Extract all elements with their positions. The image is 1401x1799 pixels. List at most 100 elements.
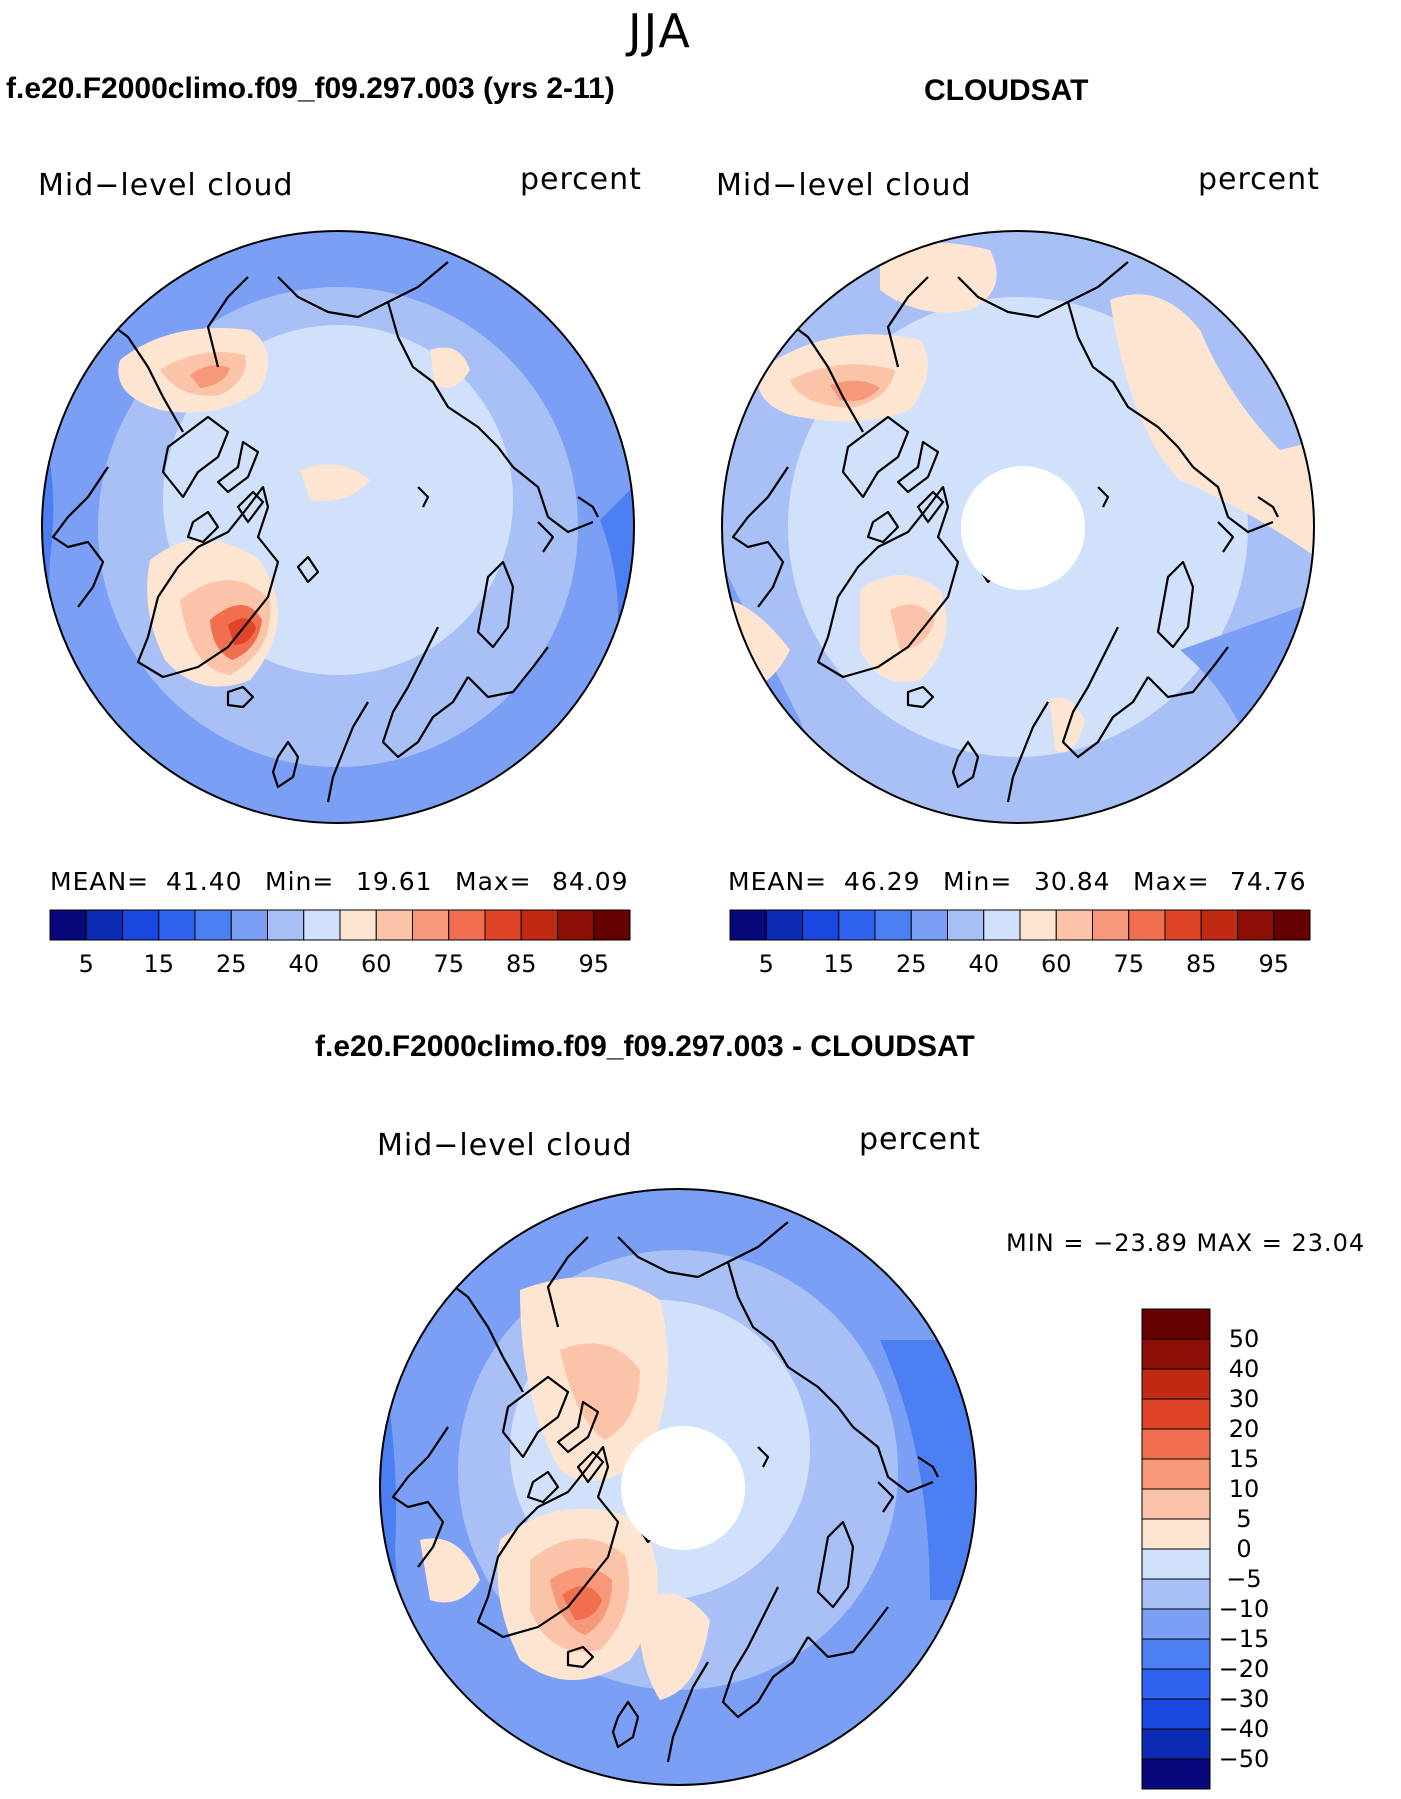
diff-colorbar-swatch [1141, 1638, 1211, 1670]
diff-units-label: percent [859, 1122, 981, 1157]
model-colorbar-tick: 15 [143, 950, 174, 978]
obs-colorbar-swatch [1164, 909, 1202, 941]
diff-colorbar-swatch [1141, 1668, 1211, 1700]
model-min-value: 19.61 [356, 867, 433, 896]
model-colorbar-tick: 40 [288, 950, 319, 978]
model-max-label: Max= [455, 867, 532, 896]
model-colorbar-swatch [158, 909, 196, 941]
obs-colorbar-tick: 60 [1041, 950, 1072, 978]
diff-colorbar-tick: 50 [1229, 1325, 1260, 1353]
diff-colorbar-swatch [1141, 1368, 1211, 1400]
obs-colorbar-swatch [947, 909, 985, 941]
model-colorbar-tick: 60 [361, 950, 392, 978]
diff-field-north-core [560, 1343, 640, 1440]
obs-colorbar-swatch [1055, 909, 1093, 941]
model-colorbar-swatch [484, 909, 522, 941]
obs-colorbar-tick: 25 [896, 950, 927, 978]
model-panel-heading: f.e20.F2000climo.f09_f09.297.003 (yrs 2-… [6, 72, 615, 105]
obs-colorbar-swatch [983, 909, 1021, 941]
model-min-label: Min= [265, 867, 335, 896]
model-colorbar-swatch [412, 909, 450, 941]
diff-field-east-edge [880, 1340, 976, 1600]
obs-colorbar: 5 15 25 40 60 75 85 95 [729, 909, 1311, 978]
diff-colorbar-tick: 15 [1229, 1445, 1260, 1473]
diff-colorbar-swatch [1141, 1308, 1211, 1340]
diff-field-greenland-max [562, 1586, 602, 1620]
obs-min-label: Min= [943, 867, 1013, 896]
model-variable-label: Mid−level cloud [38, 168, 294, 203]
diff-colorbar-swatch [1141, 1398, 1211, 1430]
obs-colorbar-swatch [838, 909, 876, 941]
obs-map-border [721, 230, 1315, 824]
obs-colorbar-swatch [1128, 909, 1166, 941]
diff-polar-gap [621, 1426, 745, 1550]
diff-colorbar-tick: −5 [1226, 1565, 1261, 1593]
obs-colorbar-swatch [729, 909, 767, 941]
obs-colorbar-tick: 75 [1113, 950, 1144, 978]
diff-field-atlantic-high [639, 1593, 710, 1700]
diff-variable-label: Mid−level cloud [377, 1128, 633, 1163]
model-field-blob-center [300, 464, 370, 501]
diff-colorbar-tick: 20 [1229, 1415, 1260, 1443]
model-colorbar-tick: 25 [216, 950, 247, 978]
diff-colorbar-swatch [1141, 1338, 1211, 1370]
obs-colorbar-swatch [802, 909, 840, 941]
obs-max-label: Max= [1133, 867, 1210, 896]
obs-colorbar-tick: 95 [1258, 950, 1289, 978]
obs-variable-label: Mid−level cloud [716, 168, 972, 203]
obs-colorbar-swatch [1200, 909, 1238, 941]
model-field-siberia-max [190, 365, 230, 388]
model-mean-label: MEAN= [50, 867, 150, 896]
obs-map [721, 230, 1315, 824]
model-mean-value: 41.40 [166, 867, 243, 896]
diff-colorbar-tick: 0 [1236, 1535, 1251, 1563]
obs-units-label: percent [1198, 162, 1320, 197]
model-colorbar: 5 15 25 40 60 75 85 95 [49, 909, 631, 978]
model-colorbar-swatch [85, 909, 123, 941]
obs-colorbar-swatch [1092, 909, 1130, 941]
obs-colorbar-swatch [910, 909, 948, 941]
diff-colorbar-swatch [1141, 1458, 1211, 1490]
diff-colorbar-tick: −30 [1219, 1685, 1270, 1713]
model-colorbar-swatch [593, 909, 631, 941]
model-map [41, 230, 635, 824]
obs-colorbar-swatch [874, 909, 912, 941]
diff-colorbar-tick: −10 [1219, 1595, 1270, 1623]
model-colorbar-swatch [267, 909, 305, 941]
model-colorbar-swatch [339, 909, 377, 941]
diff-colorbar-swatch [1141, 1488, 1211, 1520]
obs-mean-value: 46.29 [844, 867, 921, 896]
model-units-label: percent [520, 162, 642, 197]
model-max-value: 84.09 [552, 867, 629, 896]
obs-field-greenland-core [890, 604, 935, 650]
model-field-blob-ne [430, 347, 470, 388]
obs-field-south-high [1050, 697, 1085, 752]
diff-colorbar-swatch [1141, 1578, 1211, 1610]
obs-panel-heading: CLOUDSAT [924, 74, 1089, 107]
obs-colorbar-swatch [765, 909, 803, 941]
obs-colorbar-tick: 15 [823, 950, 854, 978]
model-colorbar-swatch [230, 909, 268, 941]
diff-colorbar-tick: 40 [1229, 1355, 1260, 1383]
obs-mean-label: MEAN= [728, 867, 828, 896]
model-colorbar-swatch [49, 909, 87, 941]
obs-colorbar-tick: 40 [968, 950, 999, 978]
model-colorbar-swatch [303, 909, 341, 941]
obs-colorbar-tick: 85 [1186, 950, 1217, 978]
model-colorbar-swatch [194, 909, 232, 941]
diff-colorbar-tick: −15 [1219, 1625, 1270, 1653]
model-colorbar-swatch [448, 909, 486, 941]
obs-min-value: 30.84 [1034, 867, 1111, 896]
diff-minmax-text: MIN = −23.89 MAX = 23.04 [1006, 1229, 1366, 1257]
model-colorbar-tick: 5 [79, 950, 94, 978]
diff-colorbar-tick: −50 [1219, 1745, 1270, 1773]
model-colorbar-swatch [375, 909, 413, 941]
diff-colorbar-swatch [1141, 1758, 1211, 1790]
diff-colorbar-swatch [1141, 1548, 1211, 1580]
model-colorbar-swatch [557, 909, 595, 941]
diff-colorbar-swatch [1141, 1428, 1211, 1460]
model-colorbar-swatch [520, 909, 558, 941]
obs-colorbar-tick: 5 [759, 950, 774, 978]
